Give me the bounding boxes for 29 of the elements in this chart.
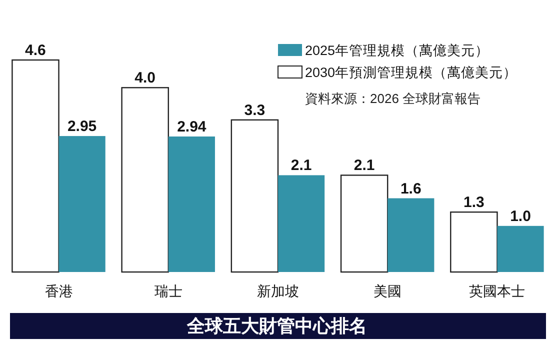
x-tick-label: 新加坡 bbox=[257, 283, 299, 299]
data-label: 1.6 bbox=[400, 180, 422, 198]
text: 全球五大財管中心排名 bbox=[186, 316, 367, 336]
bar bbox=[340, 174, 388, 273]
bar bbox=[58, 136, 106, 272]
data-label: 2.95 bbox=[67, 118, 97, 136]
data-label: 2.1 bbox=[354, 157, 375, 174]
data-label: 4.6 bbox=[25, 42, 46, 59]
bar bbox=[230, 119, 279, 273]
data-label: 4.0 bbox=[134, 70, 156, 87]
bar bbox=[12, 59, 60, 273]
legend-label: 2030年預測管理規模（萬億美元） bbox=[305, 65, 518, 80]
data-label: 1.0 bbox=[510, 208, 531, 225]
data-label: 3.3 bbox=[244, 102, 266, 119]
x-tick-label: 瑞士 bbox=[154, 283, 182, 299]
bar bbox=[121, 87, 169, 273]
bar bbox=[388, 198, 434, 272]
bar bbox=[278, 175, 325, 272]
bar bbox=[450, 211, 498, 273]
legend-label: 2025年管理規模（萬億美元） bbox=[305, 43, 490, 58]
data-label: 2.1 bbox=[290, 157, 312, 174]
x-tick-label: 香港 bbox=[44, 283, 73, 299]
bar bbox=[168, 136, 215, 272]
data-label: 1.3 bbox=[464, 194, 484, 212]
data-label: 2.94 bbox=[177, 118, 207, 136]
x-tick-label: 美國 bbox=[374, 283, 402, 299]
x-tick-label: 英國本士 bbox=[469, 283, 526, 299]
annotation: 資料來源：2026 全球財富報告 bbox=[305, 91, 481, 106]
bar bbox=[497, 226, 544, 272]
